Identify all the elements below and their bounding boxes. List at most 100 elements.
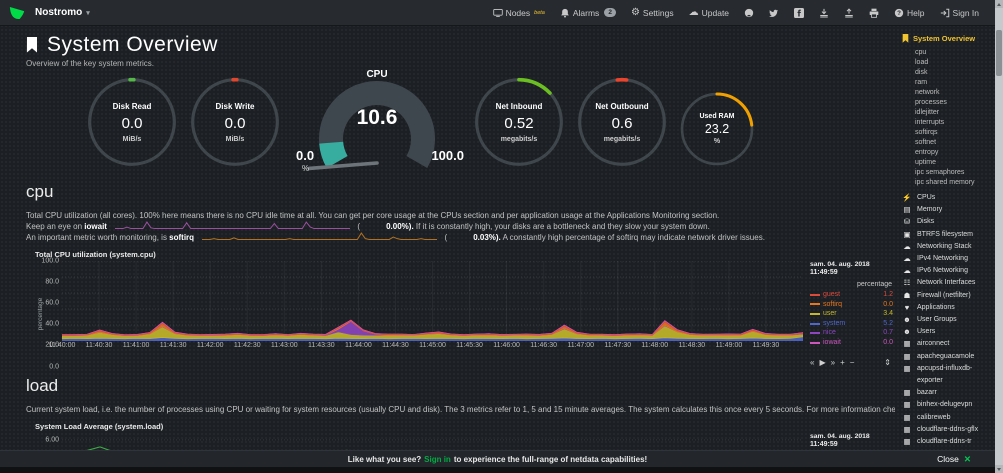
play-icon[interactable]: ▶: [819, 357, 826, 367]
sidebar-subitem-idlejitter[interactable]: idlejitter: [915, 109, 940, 116]
legend-swatch: [810, 303, 820, 306]
scrollbar-thumb[interactable]: [996, 30, 1002, 76]
legend-row-system[interactable]: system 5.2: [810, 319, 893, 329]
gauge-unit: MiB/s: [225, 135, 245, 143]
x-tick: 11:48:00: [641, 342, 669, 349]
sidebar-item-users[interactable]: ☻ Users: [902, 326, 992, 338]
import-button[interactable]: [819, 8, 829, 18]
zoom-out-icon[interactable]: −: [849, 357, 855, 367]
github-button[interactable]: [744, 8, 754, 18]
sidebar-item-cpus[interactable]: ⚡ CPUs: [902, 192, 992, 204]
sidebar-subitem-entropy[interactable]: entropy: [915, 149, 939, 156]
scroll-down-arrow[interactable]: [995, 465, 1003, 473]
load-description-line1: Current system load, i.e. the number of …: [26, 404, 895, 414]
signin-button[interactable]: Sign In: [940, 8, 979, 18]
legend-row-softirq[interactable]: softirq 0.0: [810, 300, 893, 310]
sidebar-item-ipv6-networking[interactable]: ☁ IPv6 Networking: [902, 265, 992, 277]
sidebar-item-label: Applications: [917, 303, 955, 311]
gauge-used-ram[interactable]: Used RAM 23.2%: [679, 91, 755, 167]
sidebar-item-system-overview[interactable]: System Overview: [902, 34, 992, 43]
sidebar-item-label: Users: [917, 328, 936, 336]
sidebar-subitem-processes[interactable]: processes: [915, 99, 947, 106]
bookmark-icon: [902, 34, 909, 43]
sidebar-subitem-uptime[interactable]: uptime: [915, 159, 937, 166]
fast-forward-icon[interactable]: »: [830, 357, 836, 367]
sidebar-subitem-disk[interactable]: disk: [915, 69, 928, 76]
y-tick: 40.0: [45, 320, 59, 328]
legend-row-user[interactable]: user 3.4: [810, 309, 893, 319]
sidebar-subitem-ipc-semaphores[interactable]: ipc semaphores: [915, 169, 965, 176]
network-interfaces-icon: ☷: [903, 278, 911, 288]
sidebar-item-btrfs-filesystem[interactable]: ▣ BTRFS filesystem: [902, 229, 992, 241]
rewind-icon[interactable]: «: [810, 357, 815, 367]
legend-swatch: [810, 341, 820, 344]
sidebar-item-ipv4-networking[interactable]: ☁ IPv4 Networking: [902, 253, 992, 265]
x-tick: 11:47:00: [567, 342, 595, 349]
gauge-disk-write[interactable]: Disk Write 0.0 MiB/s: [189, 76, 281, 168]
facebook-button[interactable]: [794, 7, 805, 18]
sidebar-item-airconnect[interactable]: ▦ airconnect: [902, 338, 992, 350]
sidebar-item-label: Firewall (netfilter): [917, 291, 971, 299]
iowait-sparkline: [115, 221, 350, 230]
hostname-menu[interactable]: Nostromo ▾: [35, 7, 90, 18]
x-tick: 11:41:30: [159, 342, 187, 349]
gauge-net-outbound[interactable]: Net Outbound 0.6 megabits/s: [576, 76, 668, 168]
sidebar-subitem-interrupts[interactable]: interrupts: [915, 119, 945, 126]
legend-row-nice[interactable]: nice 0.7: [810, 328, 893, 338]
sidebar-item-memory[interactable]: ▤ Memory: [902, 204, 992, 216]
sidebar-item-apcupsd-influxdb-exporter[interactable]: ▦ apcupsd-influxdb-exporter: [902, 363, 992, 387]
sidebar-item-firewall-netfilter[interactable]: ☗ Firewall (netfilter): [902, 290, 992, 302]
sidebar-subitem-softirqs[interactable]: softirqs: [915, 129, 938, 136]
beta-badge: beta: [534, 9, 545, 16]
scroll-up-arrow[interactable]: [995, 0, 1003, 8]
page-scrollbar[interactable]: [995, 0, 1003, 473]
sidebar-item-applications[interactable]: ♥ Applications: [902, 302, 992, 314]
sidebar-item-label: Networking Stack: [917, 242, 972, 250]
sidebar-item-bazarr[interactable]: ▦ bazarr: [902, 387, 992, 399]
gauge-net-inbound[interactable]: Net Inbound 0.52 megabits/s: [473, 76, 565, 168]
alarms-button[interactable]: Alarms 2: [560, 8, 616, 18]
sidebar-subitem-cpu[interactable]: cpu: [915, 49, 927, 56]
sidebar-subitem-ram[interactable]: ram: [915, 79, 928, 86]
sidebar-subitem-network[interactable]: network: [915, 89, 940, 96]
y-axis-ticks: 6.004.00: [37, 433, 62, 450]
sidebar-item-apacheguacamole[interactable]: ▦ apacheguacamole: [902, 351, 992, 363]
zoom-in-icon[interactable]: +: [840, 357, 845, 367]
netdata-logo-icon[interactable]: [8, 4, 26, 22]
sidebar-item-binhex-delugevpn[interactable]: ▦ binhex-delugevpn: [902, 399, 992, 411]
update-button[interactable]: ☁ Update: [689, 7, 729, 18]
twitter-button[interactable]: [769, 8, 779, 18]
close-button[interactable]: Close ✕: [937, 453, 971, 465]
cpu-chart-legend: sam. 04. aug. 2018 11:49:59 percentage g…: [803, 261, 893, 367]
sidebar-item-calibreweb[interactable]: ▦ calibreweb: [902, 412, 992, 424]
btrfs-filesystem-icon: ▣: [903, 229, 911, 239]
sidebar-subitem-softnet[interactable]: softnet: [915, 139, 937, 146]
sidebar-item-networking-stack[interactable]: ☁ Networking Stack: [902, 241, 992, 253]
sidebar-item-cloudflare-ddns-gflx[interactable]: ▦ cloudflare-ddns-gflx: [902, 424, 992, 436]
load-chart-plot[interactable]: [62, 433, 803, 450]
settings-button[interactable]: ⚙ Settings: [631, 7, 674, 18]
sidebar-item-disks[interactable]: ⛁ Disks: [902, 216, 992, 228]
sidebar-subitem-load[interactable]: load: [915, 59, 929, 66]
resize-handle-icon[interactable]: ⇕: [884, 357, 891, 367]
legend-row-guest[interactable]: guest 1.2: [810, 290, 893, 300]
sidebar-item-network-interfaces[interactable]: ☷ Network Interfaces: [902, 277, 992, 289]
x-axis-ticks: 11:40:00 11:40:30 11:41:00 11:41:30 11:42:00…: [49, 341, 803, 352]
sidebar-item-cloudflare-ddns-tr[interactable]: ▦ cloudflare-ddns-tr: [902, 436, 992, 448]
sidebar-subitem-ipc-shared-memory[interactable]: ipc shared memory: [915, 179, 975, 186]
gauge-cpu[interactable]: CPU 10.6 0.0 100.0 %: [292, 69, 464, 174]
export-button[interactable]: [844, 7, 854, 18]
gauge-label: Net Outbound: [595, 101, 649, 111]
legend-row-iowait[interactable]: iowait 0.0: [810, 338, 893, 348]
cpu-chart-plot[interactable]: [62, 261, 803, 341]
cloudflare-ddns-tr-icon: ▦: [903, 437, 911, 447]
nodes-button[interactable]: Nodes beta: [492, 8, 545, 18]
hostname-label: Nostromo: [35, 7, 83, 18]
print-button[interactable]: [869, 8, 879, 18]
y-tick: 6.00: [45, 436, 59, 444]
gauge-disk-read[interactable]: Disk Read 0.0 MiB/s: [86, 76, 178, 168]
sidebar-item-user-groups[interactable]: ☻ User Groups: [902, 314, 992, 326]
help-button[interactable]: ? Help: [894, 8, 925, 18]
x-tick: 11:49:00: [715, 342, 743, 349]
footer-signin-link[interactable]: Sign in: [424, 454, 451, 464]
